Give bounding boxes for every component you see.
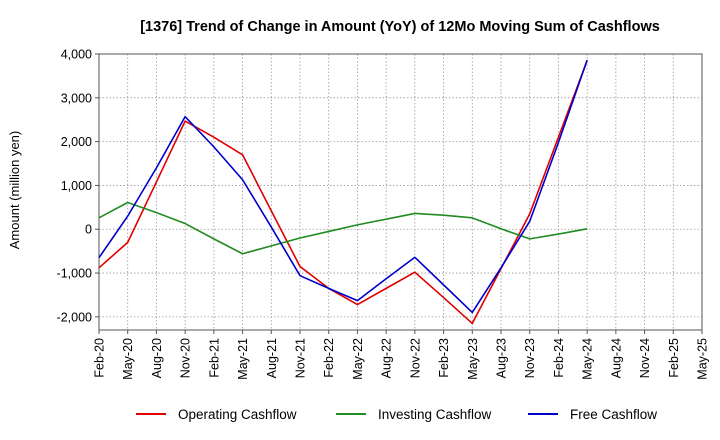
- plot-area: [99, 54, 702, 330]
- x-tick-label: May-24: [581, 338, 595, 380]
- x-tick-label: Feb-24: [552, 338, 566, 378]
- x-tick-label: Nov-24: [638, 338, 652, 378]
- x-tick-label: Nov-22: [408, 338, 422, 378]
- y-tick-label: 1,000: [61, 179, 92, 193]
- series-line-free-cashflow: [98, 59, 588, 314]
- y-tick-label: -1,000: [57, 267, 92, 281]
- chart-title: [1376] Trend of Change in Amount (YoY) o…: [140, 19, 660, 35]
- x-tick-label: Aug-23: [495, 338, 509, 378]
- y-tick-label: 4,000: [61, 48, 92, 62]
- y-tick-label: 3,000: [61, 91, 92, 105]
- series-lines: [98, 59, 588, 325]
- x-tick-label: Aug-22: [380, 338, 394, 378]
- x-tick-label: Feb-22: [322, 338, 336, 378]
- y-tick-label: 2,000: [61, 135, 92, 149]
- legend: Operating Cashflow Investing Cashflow Free…: [136, 407, 657, 422]
- x-tick-label: May-22: [351, 338, 365, 380]
- legend-label: Operating Cashflow: [178, 407, 297, 422]
- x-tick-label: May-25: [696, 338, 710, 380]
- x-tick-label: Feb-21: [207, 338, 221, 378]
- legend-label: Investing Cashflow: [378, 407, 492, 422]
- plot-border: [98, 53, 703, 331]
- x-tick-label: Nov-23: [523, 338, 537, 378]
- x-tick-label: May-23: [466, 338, 480, 380]
- x-tick-label: Aug-24: [609, 338, 623, 378]
- x-tick-label: May-21: [236, 338, 250, 380]
- y-tick-label: -2,000: [57, 310, 92, 324]
- legend-label: Free Cashflow: [570, 407, 657, 422]
- series-line-investing-cashflow: [98, 201, 588, 255]
- y-axis-label: Amount (million yen): [7, 131, 22, 250]
- x-tick-label: Feb-25: [667, 338, 681, 378]
- grid-lines: [98, 53, 703, 330]
- x-tick-label: Nov-21: [294, 338, 308, 378]
- x-tick-label: Feb-23: [437, 338, 451, 378]
- y-tick-label: 0: [85, 223, 92, 237]
- x-tick-label: Feb-20: [93, 338, 107, 378]
- x-tick-label: Nov-20: [179, 338, 193, 378]
- x-tick-label: Aug-20: [150, 338, 164, 378]
- x-tick-label: May-20: [121, 338, 135, 380]
- axes: -2,000 -1,000 0 1,000 2,000 3,000 4,000 Feb-20 M…: [57, 48, 710, 380]
- x-tick-label: Aug-21: [265, 338, 279, 378]
